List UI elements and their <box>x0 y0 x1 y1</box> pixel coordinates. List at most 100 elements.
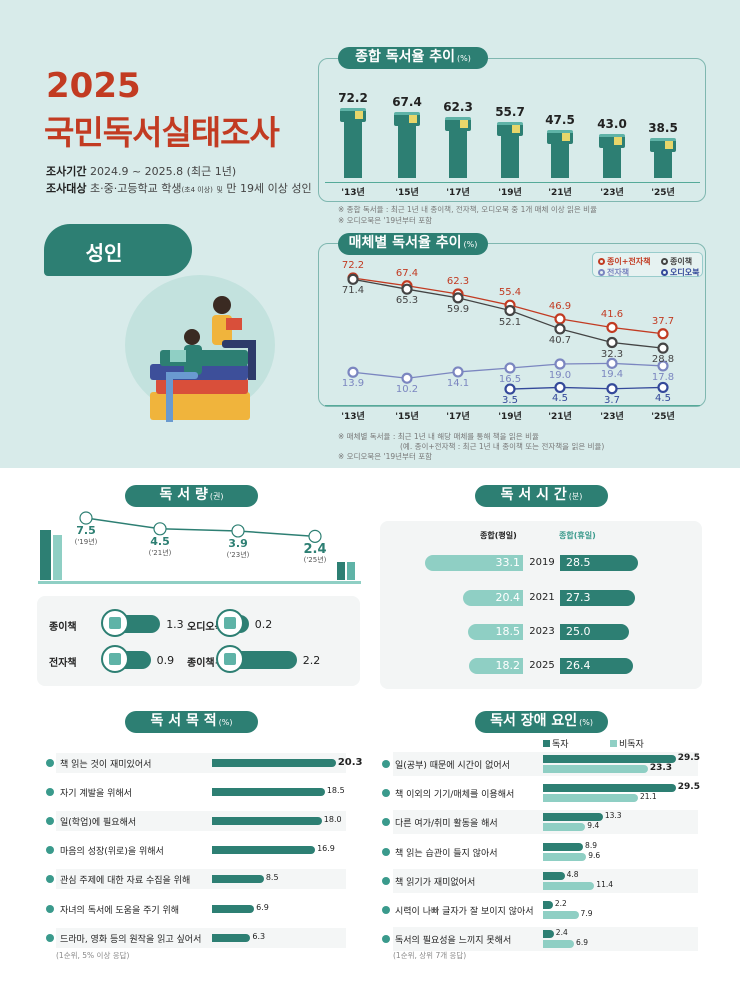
data-point <box>231 524 245 538</box>
x-tick-label: '25년 <box>651 188 675 198</box>
weekend-bar <box>560 624 629 640</box>
volume-year: ('25년) <box>303 556 327 565</box>
data-label: 28.8 <box>651 354 675 366</box>
breakdown-label: 오디오북 <box>187 622 224 633</box>
chart2-title: 매체별 독서율 추이 <box>348 235 462 251</box>
bullet-icon <box>382 847 390 856</box>
media-icon-inner <box>109 617 121 629</box>
data-label: 55.4 <box>498 287 522 299</box>
bullet-icon <box>46 817 54 826</box>
purpose-value: 18.0 <box>323 815 342 825</box>
data-point <box>504 383 516 395</box>
book-page-icon <box>409 115 417 123</box>
data-point <box>347 366 359 378</box>
overall-rate-value: 67.4 <box>392 95 422 109</box>
breakdown-value: 1.3 <box>166 618 184 631</box>
period-label: 조사기간 <box>46 165 87 178</box>
year-label: 2021 <box>529 592 555 603</box>
overall-rate-bar <box>551 139 569 178</box>
shelf-line <box>38 581 361 584</box>
x-tick-label: '19년 <box>498 412 522 422</box>
data-point <box>554 358 566 370</box>
legend-item: 종이책 <box>670 257 693 266</box>
year-label: 2025 <box>529 660 555 671</box>
volume-year: ('21년) <box>148 548 172 557</box>
chart1-note-1: ※ 종합 독서율 : 최근 1년 내 종이책, 전자책, 오디오북 중 1개 매… <box>338 205 597 214</box>
chart2-unit: (%) <box>463 240 478 249</box>
bullet-icon <box>46 788 54 797</box>
year-title: 2025 <box>46 66 141 106</box>
chart2-note-2: (예. 종이+전자책 : 최근 1년 내 종이책 또는 전자책을 읽은 비율) <box>400 442 605 451</box>
purpose-value: 6.3 <box>252 931 266 941</box>
period-value: 2024.9 ~ 2025.8 (최근 1년) <box>89 165 237 178</box>
weekday-header: 종합(평일) <box>480 531 517 540</box>
purpose-value: 20.3 <box>337 757 363 768</box>
media-reading-rate-box <box>318 243 706 407</box>
reader-bar <box>543 755 676 763</box>
data-point <box>452 366 464 378</box>
data-label: 13.9 <box>341 378 365 390</box>
data-point <box>153 522 167 536</box>
book-decoration-icon <box>347 562 355 580</box>
weekday-bar <box>462 590 523 606</box>
reader-value: 8.9 <box>585 840 597 850</box>
adult-badge-label: 성인 <box>85 241 123 265</box>
nonreader-value: 11.4 <box>596 879 613 889</box>
reading-time-box <box>380 521 702 689</box>
data-label: 3.7 <box>604 394 620 406</box>
breakdown-label: 종이책 <box>49 622 77 633</box>
data-label: 19.4 <box>600 369 624 381</box>
reader-value: 4.8 <box>566 869 579 879</box>
chart5-unit: (%) <box>218 718 233 727</box>
overall-rate-value: 47.5 <box>545 112 575 127</box>
data-point <box>606 357 618 369</box>
legend-reader: 독자 <box>552 740 569 750</box>
legend-item: 전자책 <box>607 268 630 277</box>
nonreader-bar <box>543 852 587 861</box>
nonreader-value: 23.3 <box>649 763 673 773</box>
data-point <box>606 336 618 349</box>
target-a: 초·중·고등학교 학생 <box>89 182 182 195</box>
purpose-value: 6.9 <box>256 902 269 912</box>
legend-item: 종이+전자책 <box>607 257 651 266</box>
bullet-icon <box>382 935 390 944</box>
weekday-value: 18.2 <box>495 659 521 672</box>
data-point <box>79 511 93 525</box>
x-tick-label: '17년 <box>446 188 470 198</box>
chart6-unit: (%) <box>579 718 593 727</box>
x-tick-label: '21년 <box>548 412 572 422</box>
purpose-label: 드라마, 영화 등의 원작을 읽고 싶어서 <box>60 934 202 945</box>
obstacle-label: 일(공부) 때문에 시간이 없어서 <box>395 761 510 771</box>
obstacle-label: 책 읽는 습관이 들지 않아서 <box>395 848 498 859</box>
row-background <box>56 927 346 948</box>
legend-item: 오디오북 <box>670 268 700 277</box>
reader-bar <box>543 901 553 909</box>
data-label: 37.7 <box>651 315 675 327</box>
chart1-title: 종합 독서율 추이 <box>355 49 456 65</box>
media-icon-inner <box>224 617 236 629</box>
data-label: 67.4 <box>395 267 419 279</box>
book-page-icon <box>355 110 363 119</box>
weekend-bar <box>560 590 636 606</box>
reader-bar <box>543 871 565 880</box>
x-tick-label: '19년 <box>498 188 522 198</box>
adult-badge: 성인 <box>44 224 192 276</box>
overall-rate-value: 72.2 <box>338 90 368 105</box>
data-point <box>657 328 669 340</box>
media-icon-inner <box>109 653 121 665</box>
survey-period: 조사기간 2024.9 ~ 2025.8 (최근 1년) <box>46 163 236 179</box>
bullet-icon <box>382 876 390 885</box>
chart1-note-2: ※ 오디오북은 '19년부터 포함 <box>338 216 433 225</box>
volume-line <box>85 517 316 538</box>
reader-value: 2.2 <box>554 899 567 908</box>
data-point <box>504 304 516 317</box>
bullet-icon <box>382 906 390 914</box>
x-tick-label: '23년 <box>600 412 624 422</box>
book-decoration-icon <box>337 562 345 580</box>
target-d: 만 19세 이상 성인 <box>226 182 312 195</box>
purpose-label: 마음의 성장(위로)을 위해서 <box>60 847 164 858</box>
reader-bar <box>543 842 584 851</box>
